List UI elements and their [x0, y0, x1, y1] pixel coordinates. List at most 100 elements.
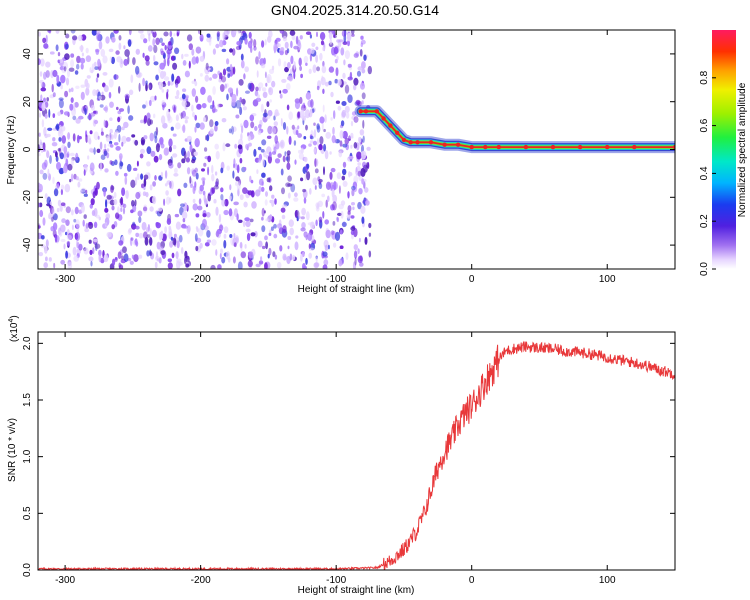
noise-point [258, 260, 264, 265]
noise-point [350, 120, 354, 127]
noise-point [130, 209, 134, 214]
noise-point [188, 43, 193, 51]
noise-point [325, 181, 332, 190]
noise-point [115, 50, 120, 55]
noise-point [310, 48, 315, 55]
noise-point [264, 262, 268, 269]
noise-point [347, 94, 353, 103]
noise-point [350, 30, 355, 35]
noise-point [185, 263, 190, 268]
noise-point [171, 252, 175, 259]
noise-point [118, 42, 122, 50]
noise-point [80, 204, 85, 213]
noise-point [233, 242, 237, 248]
noise-point [51, 207, 56, 216]
noise-point [258, 124, 262, 129]
noise-point [214, 124, 218, 132]
noise-point [182, 60, 187, 66]
noise-point [160, 171, 164, 178]
noise-point [225, 143, 231, 148]
noise-point [88, 221, 93, 226]
noise-point [244, 167, 247, 171]
noise-point [83, 247, 89, 255]
noise-point [45, 70, 50, 78]
noise-point [331, 184, 336, 192]
bottom-y-tick-label: 1.0 [22, 449, 33, 463]
noise-point [128, 115, 134, 121]
noise-point [181, 211, 188, 220]
noise-point [106, 194, 112, 200]
noise-point [321, 65, 327, 74]
noise-point [137, 210, 143, 217]
noise-point [356, 171, 359, 176]
noise-point [325, 199, 328, 208]
noise-point [277, 223, 283, 229]
noise-point [250, 121, 255, 129]
noise-point [352, 261, 357, 269]
noise-point [175, 251, 179, 260]
noise-point [260, 149, 265, 153]
noise-point [130, 74, 134, 83]
noise-point [61, 69, 67, 74]
noise-point [156, 258, 161, 262]
noise-point [72, 246, 77, 256]
noise-point [207, 155, 212, 163]
noise-point [295, 35, 299, 45]
y-multiplier: (x104) [8, 315, 20, 342]
noise-point [287, 175, 292, 182]
noise-point [149, 132, 154, 142]
noise-point [285, 156, 289, 161]
noise-point [236, 87, 239, 97]
noise-point [164, 44, 167, 51]
noise-point [119, 161, 124, 167]
noise-point [111, 224, 115, 230]
noise-point [60, 184, 65, 190]
noise-point [145, 80, 148, 85]
noise-point [227, 257, 231, 263]
noise-point [191, 88, 196, 97]
noise-point [357, 248, 360, 255]
bottom-x-tick-label: -300 [55, 575, 75, 586]
noise-point [181, 158, 186, 164]
noise-point [191, 56, 197, 65]
noise-point [234, 237, 239, 243]
noise-point [301, 207, 306, 216]
noise-point [58, 137, 62, 142]
noise-point [233, 233, 236, 238]
noise-point [211, 187, 216, 194]
noise-point [41, 119, 45, 128]
noise-point [195, 95, 199, 103]
noise-point [361, 178, 365, 185]
noise-point [305, 211, 310, 221]
noise-point [329, 38, 333, 45]
noise-point [55, 30, 60, 34]
noise-point [110, 184, 114, 193]
noise-point [306, 163, 310, 169]
noise-point [40, 87, 47, 92]
noise-point [213, 185, 219, 190]
noise-point [232, 256, 236, 264]
noise-point [183, 182, 188, 188]
noise-point [188, 60, 191, 69]
noise-point [313, 122, 316, 126]
noise-point [257, 158, 262, 163]
noise-point [240, 53, 244, 61]
noise-point [274, 254, 278, 260]
noise-point [40, 244, 45, 248]
noise-point [242, 187, 248, 195]
trace-point [523, 144, 529, 150]
noise-point [296, 216, 299, 222]
noise-point [191, 159, 196, 164]
noise-point [67, 69, 70, 78]
noise-point [58, 124, 63, 134]
noise-point [193, 185, 197, 191]
noise-point [327, 195, 330, 202]
noise-point [268, 151, 272, 158]
noise-point [308, 68, 312, 75]
noise-point [63, 111, 70, 116]
noise-point [273, 233, 278, 239]
noise-point [294, 192, 298, 197]
noise-point [272, 251, 276, 258]
noise-point [40, 81, 43, 87]
noise-point [85, 47, 89, 54]
